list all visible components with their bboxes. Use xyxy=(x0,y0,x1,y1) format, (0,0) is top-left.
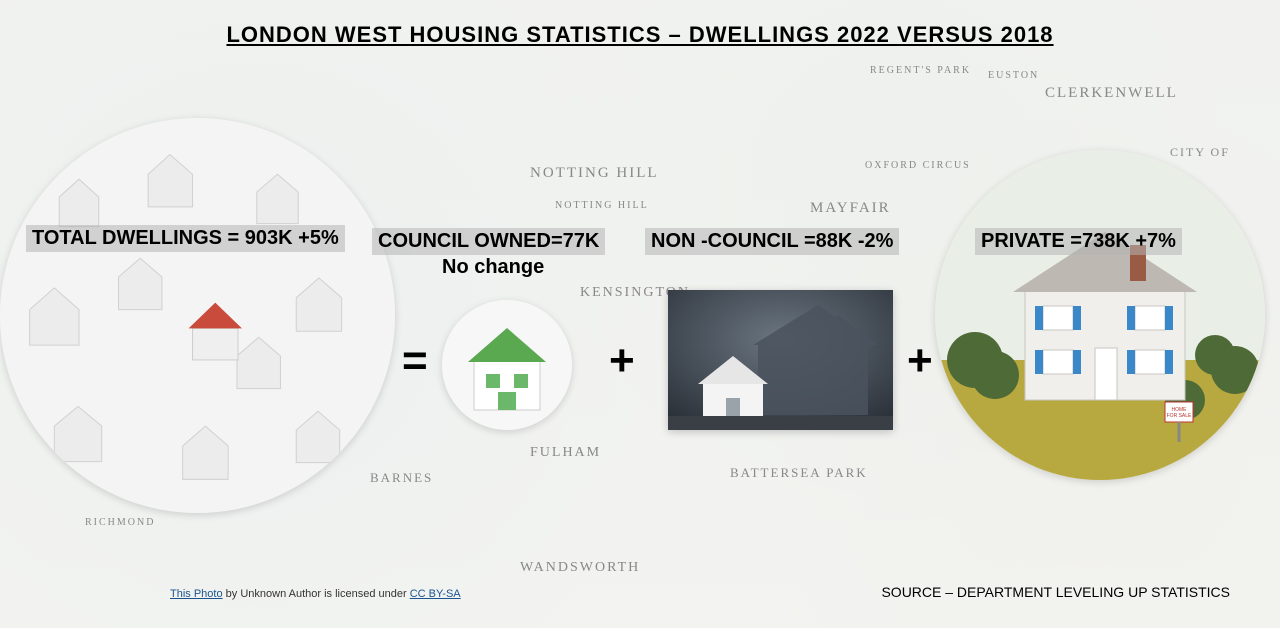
attribution-license-link[interactable]: CC BY-SA xyxy=(410,588,461,600)
map-label: Oxford Circus xyxy=(865,160,971,171)
map-label: WANDSWORTH xyxy=(520,560,640,576)
map-label: Euston xyxy=(988,70,1039,81)
map-label: CITY OF xyxy=(1170,145,1230,160)
label-council-sub: No change xyxy=(442,256,544,279)
map-label: Notting Hill xyxy=(555,200,649,211)
attribution: This Photo by Unknown Author is licensed… xyxy=(170,588,461,600)
map-label: CLERKENWELL xyxy=(1045,85,1178,102)
source-text: SOURCE – DEPARTMENT LEVELING UP STATISTI… xyxy=(881,584,1230,600)
operator-plus-1: + xyxy=(609,336,635,386)
map-label: Regent's Park xyxy=(870,65,971,76)
label-non-council: NON -COUNCIL =88K -2% xyxy=(645,228,899,255)
label-council-owned: COUNCIL OWNED=77K xyxy=(372,228,605,255)
svg-text:FOR SALE: FOR SALE xyxy=(1167,413,1192,419)
attribution-mid: by Unknown Author is licensed under xyxy=(223,588,410,600)
operator-equals: = xyxy=(402,336,428,386)
map-label: NOTTING HILL xyxy=(530,165,659,182)
map-label: BATTERSEA PARK xyxy=(730,465,868,481)
label-total-dwellings: TOTAL DWELLINGS = 903K +5% xyxy=(26,225,345,252)
operator-plus-2: + xyxy=(907,336,933,386)
image-private: HOME FOR SALE xyxy=(935,150,1265,480)
label-private: PRIVATE =738K +7% xyxy=(975,228,1182,255)
attribution-photo-link[interactable]: This Photo xyxy=(170,588,223,600)
image-total-dwellings xyxy=(0,118,395,513)
map-label: FULHAM xyxy=(530,445,601,461)
map-label: Richmond xyxy=(85,517,155,528)
map-label: BARNES xyxy=(370,470,433,486)
image-non-council xyxy=(668,290,893,430)
map-label: MAYFAIR xyxy=(810,200,891,217)
page-title: LONDON WEST HOUSING STATISTICS – DWELLIN… xyxy=(226,22,1053,48)
image-council-owned xyxy=(442,300,572,430)
